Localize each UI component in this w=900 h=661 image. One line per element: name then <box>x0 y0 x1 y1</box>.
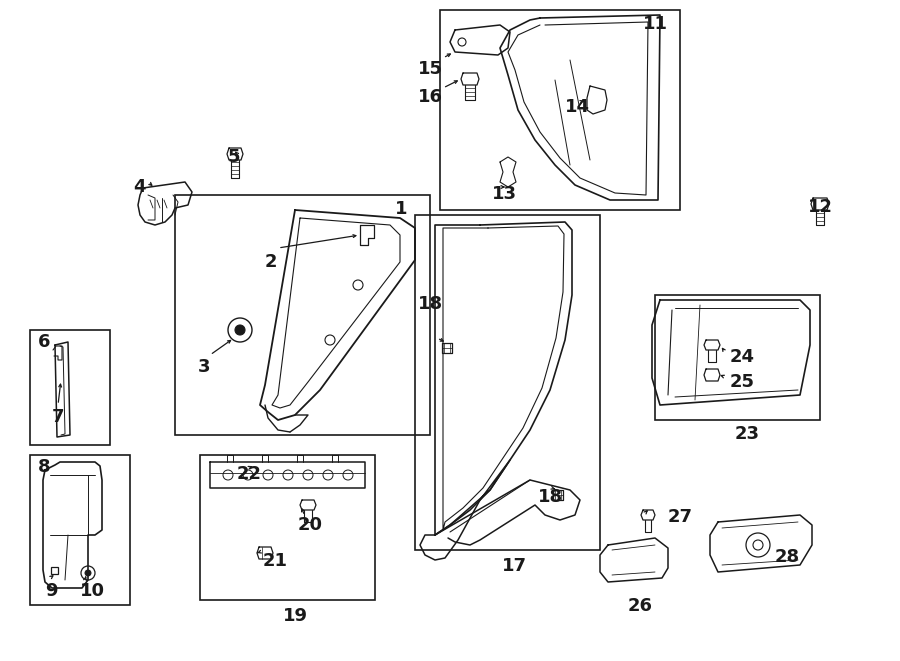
Text: 13: 13 <box>492 185 517 203</box>
Circle shape <box>235 325 245 335</box>
Text: 25: 25 <box>730 373 755 391</box>
Text: 18: 18 <box>418 295 443 313</box>
Text: 1: 1 <box>395 200 408 218</box>
Text: 22: 22 <box>237 465 262 483</box>
Text: 3: 3 <box>198 358 211 376</box>
Text: 11: 11 <box>643 15 668 33</box>
Bar <box>30 330 110 445</box>
Text: 23: 23 <box>735 425 760 443</box>
Bar <box>655 295 820 420</box>
Text: 8: 8 <box>38 458 50 476</box>
Text: 26: 26 <box>628 597 653 615</box>
Circle shape <box>85 570 91 576</box>
Bar <box>30 455 130 605</box>
Text: 6: 6 <box>38 333 50 351</box>
Bar <box>50 566 58 574</box>
Text: 28: 28 <box>775 548 800 566</box>
Text: 20: 20 <box>298 516 323 534</box>
Text: 18: 18 <box>538 488 563 506</box>
Text: 24: 24 <box>730 348 755 366</box>
Text: 9: 9 <box>45 582 58 600</box>
Text: 12: 12 <box>808 198 833 216</box>
Text: 17: 17 <box>502 557 527 575</box>
Bar <box>415 215 600 550</box>
Bar <box>175 195 430 435</box>
Text: 19: 19 <box>283 607 308 625</box>
Text: 15: 15 <box>418 60 443 78</box>
Text: 14: 14 <box>565 98 590 116</box>
Bar <box>200 455 375 600</box>
Text: 4: 4 <box>133 178 146 196</box>
Text: 2: 2 <box>265 253 277 271</box>
Text: 7: 7 <box>52 408 65 426</box>
Text: 10: 10 <box>80 582 105 600</box>
Text: 5: 5 <box>228 148 240 166</box>
Text: 21: 21 <box>263 552 288 570</box>
Bar <box>440 10 680 210</box>
Text: 27: 27 <box>668 508 693 526</box>
Text: 16: 16 <box>418 88 443 106</box>
